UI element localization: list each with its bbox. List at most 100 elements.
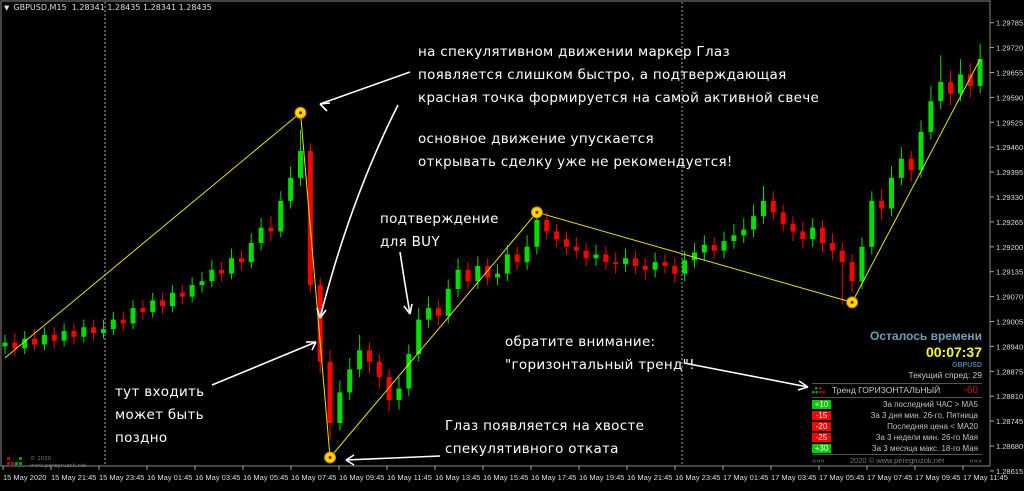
candle-body [455, 269, 461, 289]
candle-body [623, 258, 629, 265]
time-tick-label: 16 May 09:45 [339, 473, 384, 482]
time-tick-label: 16 May 11:45 [387, 473, 432, 482]
candle-body [918, 131, 924, 171]
candle-body [248, 242, 254, 263]
annotation-line: появляется слишком быстро, а подтверждаю… [418, 67, 787, 83]
candle-body [71, 331, 77, 337]
price-tick-label: 1.28810 [996, 392, 1023, 401]
annotation-line: спекулятивного отката [445, 441, 619, 457]
score-badge: -15 [812, 411, 831, 420]
candle-body [229, 258, 235, 274]
watermark-site: www.peregruzok.net [30, 463, 87, 469]
price-tick-label: 1.29135 [996, 268, 1023, 277]
arrow-line [345, 455, 441, 461]
annotation-line: тут входить [115, 384, 205, 400]
candle-body [386, 377, 392, 401]
annotation-line: красная точка формируется на самой актив… [418, 90, 820, 106]
score-badge: -25 [812, 433, 831, 442]
price-tick-label: 1.29395 [996, 168, 1023, 177]
panel-footer: »»» 2020 © www.peregruzok.net ««« [812, 456, 982, 466]
annotation-line: обратите внимание: [505, 334, 656, 350]
eye-marker-dot [328, 455, 332, 459]
price-tick-label: 1.29655 [996, 69, 1023, 78]
candle-body [485, 265, 491, 278]
candle-body [711, 244, 717, 251]
candle-body [908, 158, 914, 171]
price-tick-label: 1.28745 [996, 417, 1023, 426]
trend-label: Тренд ГОРИЗОНТАЛЬНЫЙ [832, 385, 941, 395]
footer-right: ««« [969, 456, 982, 465]
time-tick-label: 16 May 05:45 [243, 473, 288, 482]
candle-body [583, 250, 589, 259]
candle-body [268, 227, 274, 232]
candle-body [563, 239, 569, 247]
candle-body [120, 319, 126, 324]
candle-body [829, 242, 835, 251]
candle-body [140, 308, 146, 312]
zigzag-line [4, 58, 981, 464]
price-axis: 1.29785 1.29720 1.29655 1.29590 1.29525 1.294… [990, 19, 1023, 476]
annotation-line: на спекулятивном движении маркер Глаз [418, 44, 730, 60]
candle-body [544, 219, 550, 232]
candle-body [682, 260, 688, 274]
arrow-head-icon [306, 341, 317, 351]
candle-body [662, 262, 668, 266]
candle-body [800, 231, 806, 240]
indicator-desc: За 3 дня мин. 26-го, Пятница [870, 411, 978, 420]
arrow-head-icon [316, 307, 327, 319]
candle-body [357, 350, 363, 370]
candle-body [396, 388, 402, 401]
indicator-desc: За 3 недели мин. 26-го Мая [875, 433, 978, 442]
plot-border [0, 0, 991, 467]
time-tick-label: 17 May 05:45 [819, 473, 864, 482]
candle-body [327, 361, 333, 424]
eye-marker-dot [850, 300, 854, 304]
price-tick-label: 1.29590 [996, 93, 1023, 102]
price-tick-label: 1.29265 [996, 218, 1023, 227]
candle-body [406, 354, 412, 389]
candle-body [554, 231, 560, 240]
candle-body [593, 254, 599, 259]
time-tick-label: 16 May 23:45 [675, 473, 720, 482]
candle-body [672, 265, 678, 274]
footer-left: »»» [812, 456, 825, 465]
candle-body [307, 151, 313, 286]
candle-body [435, 308, 441, 316]
candle-body [160, 300, 166, 307]
arrow-head-icon [319, 102, 331, 112]
candle-body [169, 292, 175, 307]
candle-body [416, 319, 422, 355]
time-tick-label: 17 May 07:45 [867, 473, 912, 482]
candle-body [928, 101, 934, 132]
candle-body [189, 285, 195, 297]
candle-body [810, 227, 816, 240]
divider [812, 397, 982, 398]
watermark-copyright: © 2020 [30, 456, 52, 462]
arrow-line [319, 104, 399, 319]
candle-body [504, 254, 510, 274]
candle-body [22, 338, 28, 349]
time-tick-label: 17 May 11:45 [963, 473, 1008, 482]
arrow-line [211, 341, 317, 386]
candle-body [465, 269, 471, 282]
candles [2, 43, 983, 440]
price-tick-label: 1.29070 [996, 293, 1023, 302]
candle-body [445, 288, 451, 316]
annotation-line: может быть [115, 407, 204, 423]
dropdown-triangle-icon[interactable]: ▼ [4, 4, 10, 12]
candle-body [859, 246, 865, 282]
time-tick-label: 17 May 03:45 [771, 473, 816, 482]
candle-body [110, 319, 116, 330]
price-tick-label: 1.28940 [996, 342, 1023, 351]
annotation-move-missed: основное движение упускается открывать с… [418, 128, 733, 174]
watermark: © 2020 www.peregruzok.net [30, 456, 87, 470]
candle-body [938, 82, 944, 102]
candle-body [376, 361, 382, 378]
annotation-marker-too-early: на спекулятивном движении маркер Глаз по… [418, 41, 819, 110]
candle-body [839, 250, 845, 263]
candle-body [760, 200, 766, 217]
indicator-desc: За последний ЧАС > MA5 [882, 400, 978, 409]
indicator-desc: За 3 месяца макс. 18-го Мая [871, 444, 978, 453]
annotation-horizontal-trend: обратите внимание: "горизонтальный тренд… [505, 331, 695, 377]
